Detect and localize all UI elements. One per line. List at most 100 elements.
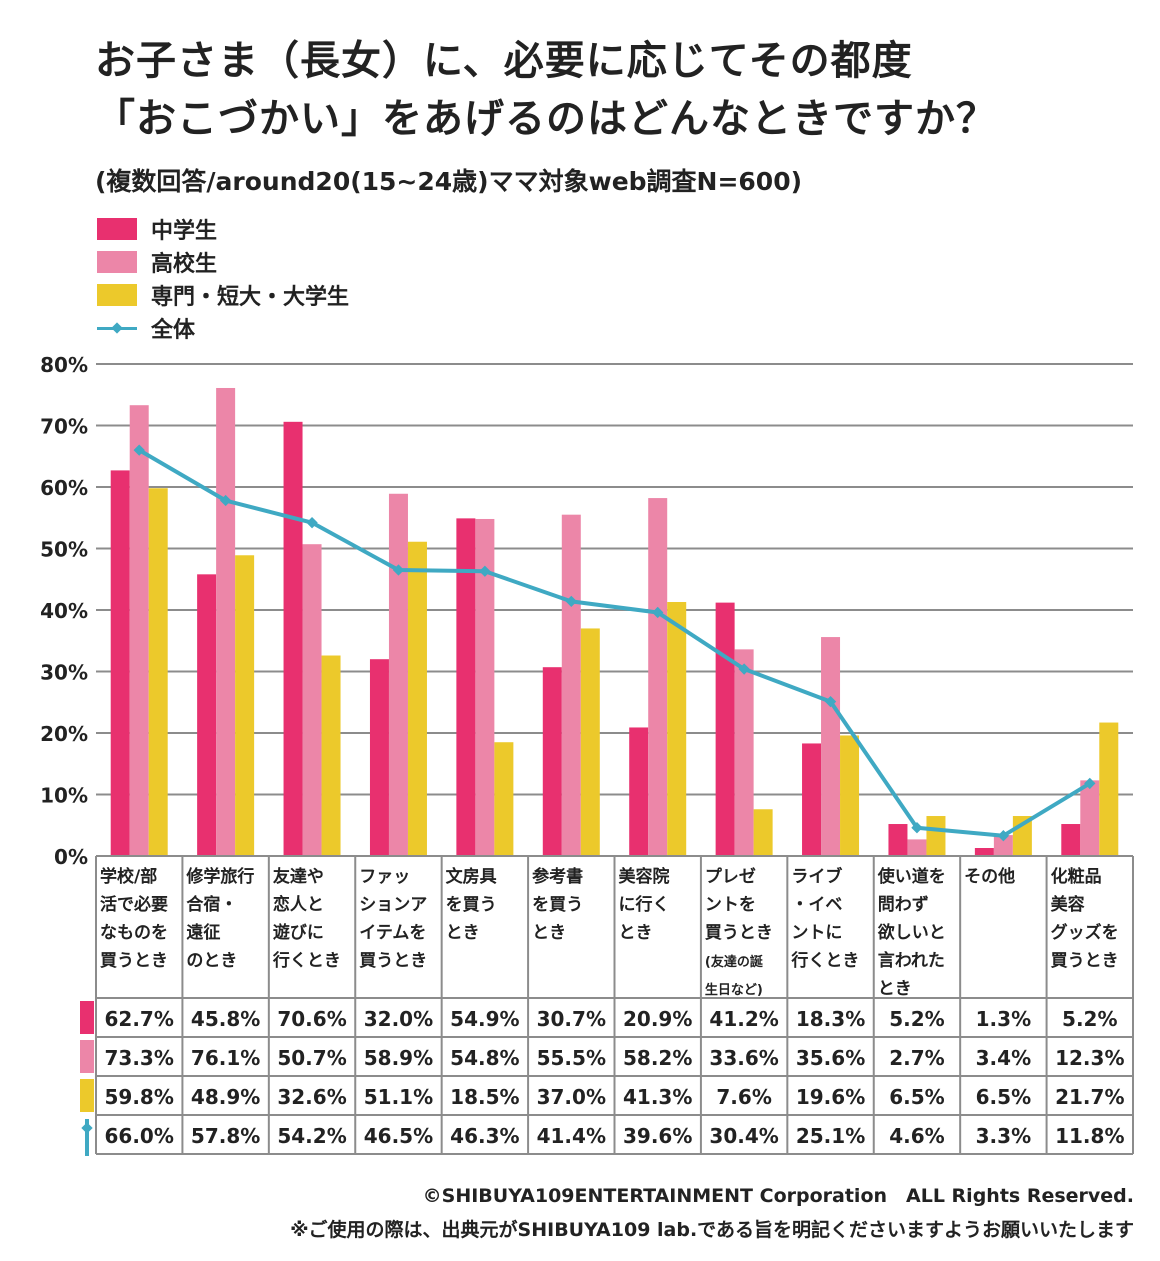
chart-canvas: 0%10%20%30%40%50%60%70%80%学校/部活で必要なものを買う… [40, 353, 1134, 1156]
title-line-1: お子さま（長女）に、必要に応じてその都度 [95, 38, 913, 84]
data-label: 54.2% [277, 1124, 346, 1148]
data-label: 41.3% [623, 1085, 692, 1109]
legend-label-hs: 高校生 [151, 251, 218, 277]
y-tick-label: 40% [40, 599, 88, 623]
bar [542, 667, 562, 856]
bar [715, 602, 735, 856]
data-label: 70.6% [277, 1007, 346, 1031]
legend-label-jhs: 中学生 [151, 218, 218, 244]
category-label: 修学旅行 [185, 866, 254, 887]
data-label: 51.1% [364, 1085, 433, 1109]
row-marker [80, 1079, 94, 1112]
category-label: 友達や [273, 866, 324, 887]
data-label: 5.2% [889, 1007, 944, 1031]
bar [197, 574, 217, 856]
data-label: 5.2% [1062, 1007, 1117, 1031]
data-label: 21.7% [1055, 1085, 1124, 1109]
category-label: 買うとき [359, 951, 427, 971]
total-point [824, 695, 837, 708]
chart-title: お子さま（長女）に、必要に応じてその都度 「おこづかい」をあげるのはどんなときで… [95, 32, 997, 148]
y-tick-label: 0% [54, 845, 88, 869]
bar [283, 421, 303, 856]
category-label: 化粧品 [1051, 866, 1102, 887]
legend-item-jhs: 中学生 [97, 212, 349, 245]
data-label: 41.4% [537, 1124, 606, 1148]
total-point [911, 822, 923, 834]
chart-subtitle: (複数回答/around20(15~24歳)ママ対象web調査N=600) [95, 167, 803, 196]
category-label: 美容院 [619, 866, 670, 887]
category-label: に行く [619, 894, 670, 915]
data-label: 19.6% [796, 1085, 865, 1109]
data-label: 58.9% [364, 1046, 433, 1070]
bar [802, 743, 822, 856]
legend-item-hs: 高校生 [97, 245, 349, 278]
category-label: 学校/部 [100, 866, 157, 887]
total-point [479, 565, 491, 577]
category-label: を買う [532, 895, 583, 915]
data-label: 48.9% [191, 1085, 260, 1109]
category-label: 遠征 [186, 922, 220, 943]
category-label: 言われた [878, 950, 945, 971]
category-label: 問わず [878, 895, 929, 915]
category-label: なものを [100, 923, 168, 943]
category-label: ライブ [791, 866, 842, 887]
bar [907, 839, 927, 856]
bar [821, 637, 841, 856]
legend-label-college: 専門・短大・大学生 [151, 284, 350, 310]
category-label: 合宿・ [186, 894, 237, 915]
data-label: 3.3% [976, 1124, 1031, 1148]
data-label: 30.7% [537, 1007, 606, 1031]
category-label: イテムを [359, 923, 426, 943]
total-point [652, 606, 664, 619]
bar [974, 848, 994, 856]
category-label: 美容 [1051, 894, 1085, 915]
category-label: グッズを [1051, 922, 1119, 943]
data-label: 50.7% [277, 1046, 346, 1070]
data-label: 58.2% [623, 1046, 692, 1070]
total-point [219, 494, 232, 507]
bar [388, 493, 408, 856]
y-tick-label: 80% [40, 353, 88, 377]
data-label: 11.8% [1055, 1124, 1124, 1148]
category-label: とき [446, 923, 480, 943]
category-label: を買う [446, 895, 497, 915]
total-line [138, 448, 1091, 838]
bar [734, 649, 754, 856]
legend-item-college: 専門・短大・大学生 [97, 278, 349, 311]
category-label: 恋人と [273, 894, 324, 915]
total-point [392, 564, 405, 576]
data-label: 55.5% [537, 1046, 606, 1070]
data-label: 54.8% [450, 1046, 519, 1070]
legend-label-total: 全体 [151, 317, 196, 343]
total-point [738, 663, 750, 675]
data-label: 76.1% [191, 1046, 260, 1070]
row-marker [80, 1040, 94, 1073]
category-label: のとき [186, 951, 237, 971]
category-label: ントに [791, 923, 842, 943]
y-tick-label: 30% [40, 661, 88, 685]
data-label: 4.6% [889, 1124, 944, 1148]
category-label: 生日など) [705, 982, 763, 998]
bar [110, 470, 130, 856]
category-label: 遊びに [273, 922, 324, 943]
bar [993, 835, 1013, 856]
category-label: 買うとき [100, 951, 168, 971]
bar [1099, 722, 1119, 856]
data-label: 32.6% [277, 1085, 346, 1109]
bar [926, 816, 946, 856]
category-label: 買うとき [705, 923, 773, 943]
bar [1061, 824, 1081, 856]
bar [369, 659, 389, 856]
data-label: 20.9% [623, 1007, 692, 1031]
category-label: ファッ [359, 867, 410, 887]
data-label: 7.6% [716, 1085, 771, 1109]
bar [235, 555, 255, 856]
category-label: とき [619, 923, 653, 943]
category-label: その他 [964, 866, 1015, 887]
category-label: (友達の誕 [705, 954, 764, 970]
data-label: 6.5% [889, 1085, 944, 1109]
total-point [1084, 777, 1096, 790]
bar [302, 544, 322, 856]
data-label: 66.0% [105, 1124, 174, 1148]
copyright-text: ©SHIBUYA109ENTERTAINMENT Corporation ALL… [422, 1185, 1134, 1207]
